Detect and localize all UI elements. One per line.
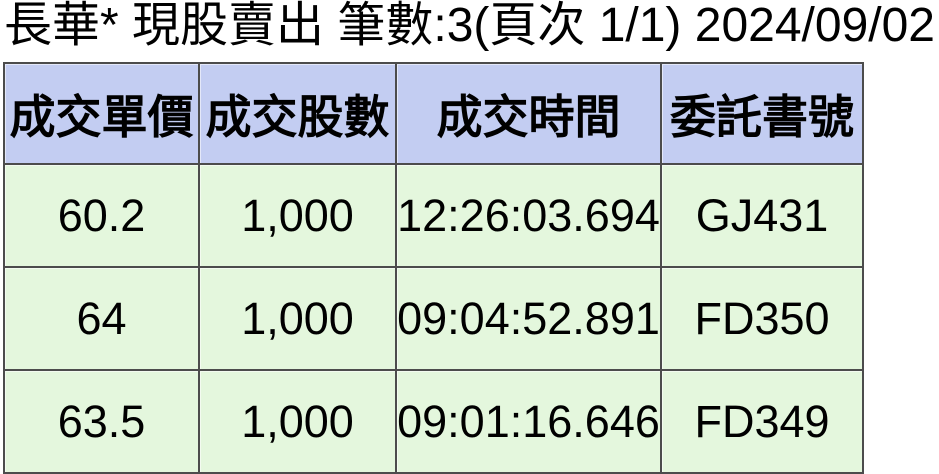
table-row: 64 1,000 09:04:52.891 FD350: [3, 266, 864, 371]
page-title: 長華* 現股賣出 筆數:3(頁次 1/1) 2024/09/02: [4, 0, 935, 52]
cell-deal-price: 60.2: [3, 163, 200, 268]
table-row: 60.2 1,000 12:26:03.694 GJ431: [3, 163, 864, 268]
column-header-deal-shares: 成交股數: [198, 62, 397, 165]
cell-deal-time: 09:01:16.646: [395, 369, 662, 474]
cell-deal-price: 63.5: [3, 369, 200, 474]
cell-deal-price: 64: [3, 266, 200, 371]
cell-order-no: FD350: [660, 266, 864, 371]
column-header-deal-time: 成交時間: [395, 62, 662, 165]
cell-deal-time: 12:26:03.694: [395, 163, 662, 268]
cell-deal-time: 09:04:52.891: [395, 266, 662, 371]
cell-deal-shares: 1,000: [198, 163, 397, 268]
column-header-deal-price: 成交單價: [3, 62, 200, 165]
cell-deal-shares: 1,000: [198, 266, 397, 371]
column-header-order-no: 委託書號: [660, 62, 864, 165]
cell-order-no: GJ431: [660, 163, 864, 268]
cell-order-no: FD349: [660, 369, 864, 474]
executed-trades-table: 成交單價 成交股數 成交時間 委託書號 60.2 1,000 12:26:03.…: [3, 62, 864, 474]
table-header-row: 成交單價 成交股數 成交時間 委託書號: [3, 62, 864, 165]
cell-deal-shares: 1,000: [198, 369, 397, 474]
table-row: 63.5 1,000 09:01:16.646 FD349: [3, 369, 864, 474]
